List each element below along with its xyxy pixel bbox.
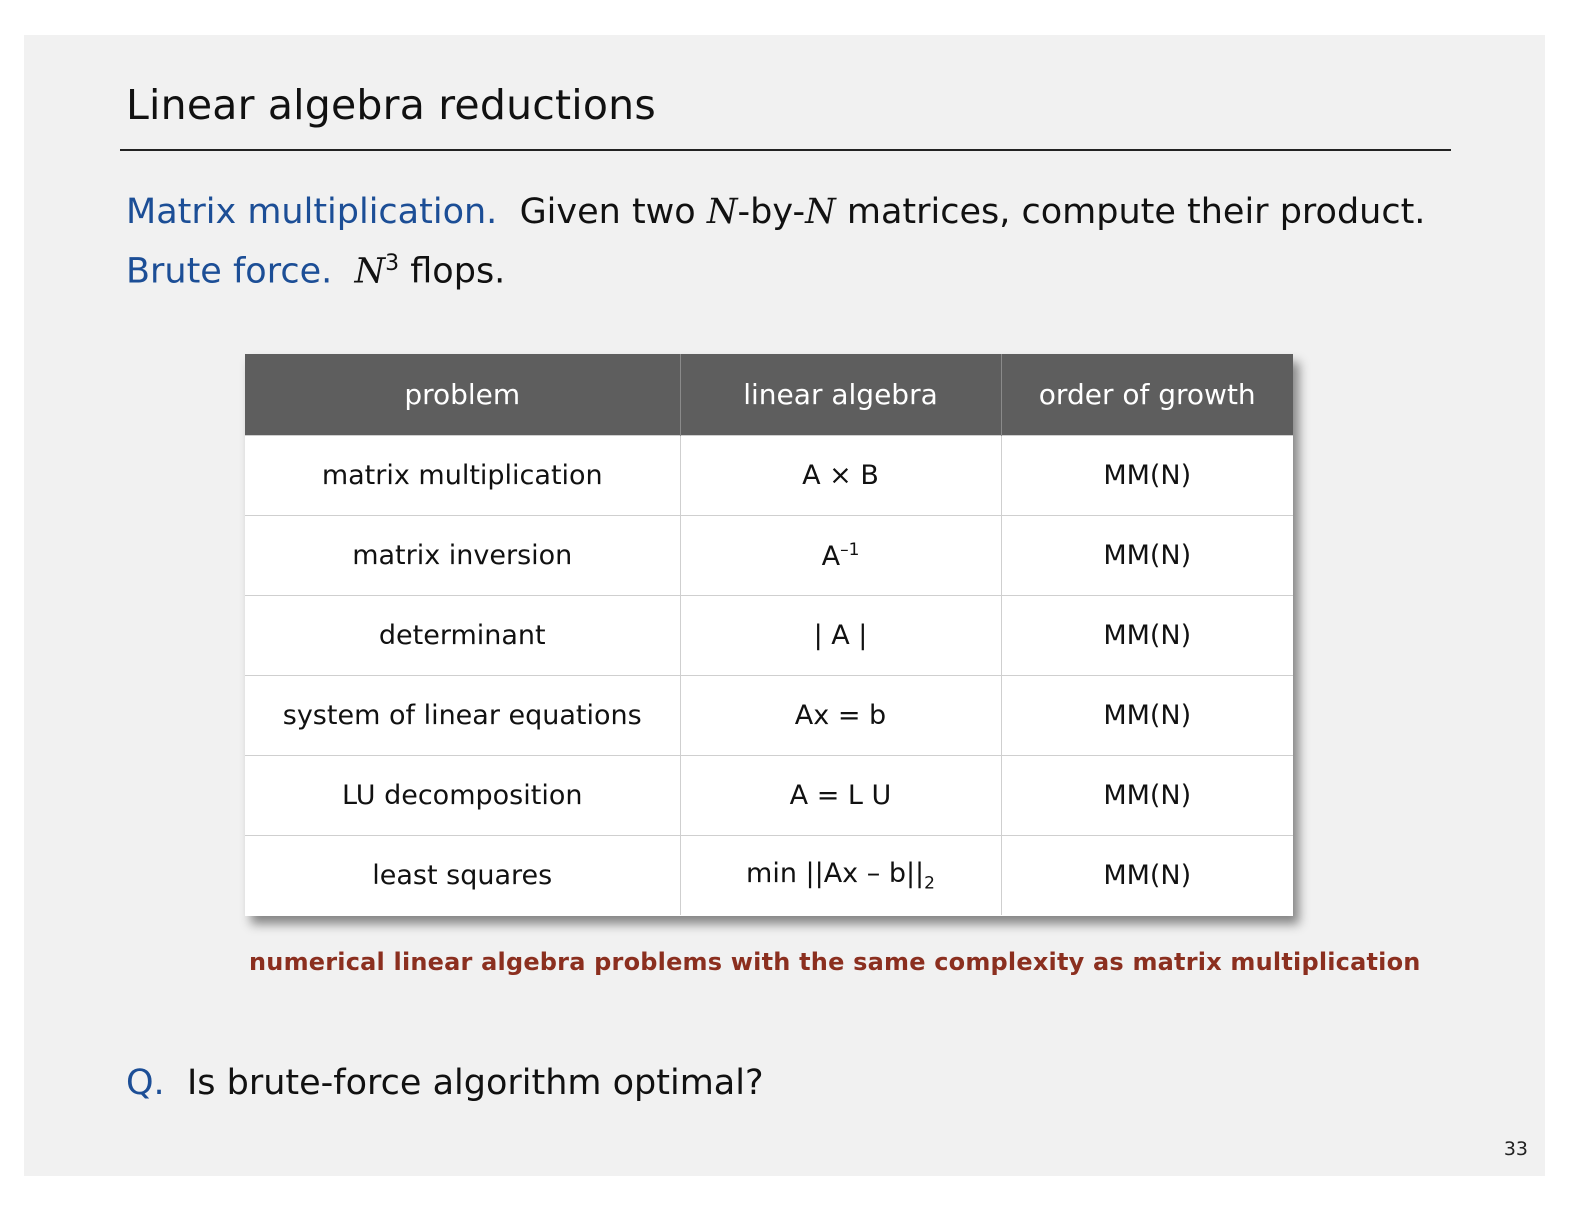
line1-text-a: Given two [519, 192, 696, 232]
cell-algebra: A × B [680, 435, 1002, 516]
question-line: Q. Is brute-force algorithm optimal? [126, 1063, 764, 1103]
cell-problem: LU decomposition [245, 755, 681, 836]
title-rule [120, 149, 1451, 151]
line1-sep: -by- [737, 192, 806, 232]
algebra-base: A [821, 540, 841, 572]
matrix-multiplication-line: Matrix multiplication. Given two N-by-N … [126, 192, 1425, 232]
cell-growth: MM(N) [1001, 435, 1293, 516]
table-row: system of linear equations Ax = b MM(N) [245, 675, 1293, 756]
cell-problem: matrix multiplication [245, 435, 681, 516]
header-linear-algebra: linear algebra [680, 354, 1002, 436]
cell-problem: system of linear equations [245, 675, 681, 756]
table-caption: numerical linear algebra problems with t… [249, 948, 1421, 976]
cell-growth: MM(N) [1001, 515, 1293, 596]
question-text: Is brute-force algorithm optimal? [186, 1063, 764, 1103]
line1-var1: N [706, 192, 738, 232]
table-row: least squares min ||Ax – b||2 MM(N) [245, 835, 1293, 915]
cell-algebra: A = L U [680, 755, 1002, 836]
table-row: LU decomposition A = L U MM(N) [245, 755, 1293, 836]
algebra-base: min ||Ax – b|| [746, 857, 925, 889]
line2-exp: 3 [385, 251, 400, 276]
table-header-row: problem linear algebra order of growth [245, 354, 1293, 436]
cell-algebra: min ||Ax – b||2 [680, 835, 1002, 915]
brute-force-label: Brute force. [126, 251, 333, 292]
slide: Linear algebra reductions Matrix multipl… [24, 35, 1545, 1176]
cell-growth: MM(N) [1001, 835, 1293, 915]
algebra-subscript: 2 [924, 873, 935, 894]
cell-growth: MM(N) [1001, 675, 1293, 756]
line2-var: N [354, 251, 386, 292]
slide-title: Linear algebra reductions [126, 81, 656, 129]
brute-force-line: Brute force. N3 flops. [126, 251, 505, 292]
question-label: Q. [126, 1063, 165, 1103]
cell-algebra: | A | [680, 595, 1002, 676]
cell-problem: matrix inversion [245, 515, 681, 596]
table-row: matrix multiplication A × B MM(N) [245, 435, 1293, 516]
cell-algebra: Ax = b [680, 675, 1002, 756]
algebra-superscript: –1 [840, 539, 860, 560]
header-order-of-growth: order of growth [1001, 354, 1293, 436]
matrix-multiplication-label: Matrix multiplication. [126, 192, 498, 232]
reductions-table: problem linear algebra order of growth m… [245, 354, 1293, 916]
line1-var2: N [805, 192, 836, 232]
page-number: 33 [1503, 1138, 1528, 1160]
line1-text-b: matrices, compute their product. [846, 192, 1426, 232]
table-row: matrix inversion A–1 MM(N) [245, 515, 1293, 596]
cell-problem: determinant [245, 595, 681, 676]
cell-growth: MM(N) [1001, 755, 1293, 836]
cell-problem: least squares [245, 835, 681, 915]
table-row: determinant | A | MM(N) [245, 595, 1293, 676]
header-problem: problem [245, 354, 681, 436]
cell-growth: MM(N) [1001, 595, 1293, 676]
line2-text: flops. [410, 251, 506, 292]
cell-algebra: A–1 [680, 515, 1002, 596]
